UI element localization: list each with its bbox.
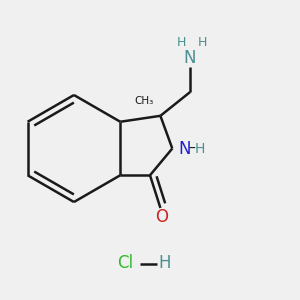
Text: H: H — [176, 37, 186, 50]
Text: O: O — [155, 208, 168, 226]
Text: H: H — [197, 37, 207, 50]
Text: Cl: Cl — [118, 254, 134, 272]
Text: H: H — [194, 142, 205, 155]
Text: CH₃: CH₃ — [134, 96, 154, 106]
Text: N: N — [184, 49, 197, 67]
Text: –: – — [188, 142, 195, 155]
Text: H: H — [159, 254, 171, 272]
Text: N: N — [178, 140, 190, 158]
